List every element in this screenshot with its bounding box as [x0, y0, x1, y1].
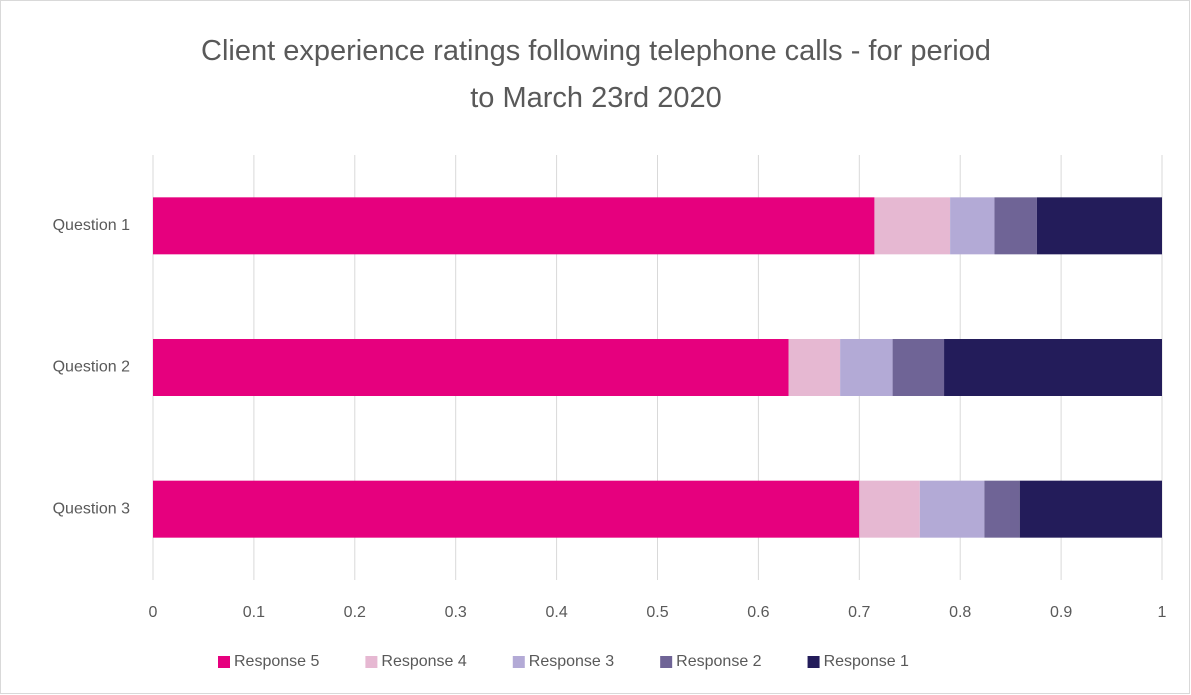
legend-swatch [807, 656, 820, 668]
bar-segment [840, 339, 893, 396]
bar-segment [1019, 480, 1162, 538]
y-tick-label: Question 3 [53, 500, 130, 517]
legend-swatch [660, 656, 673, 668]
legend-swatch [218, 656, 230, 668]
bar-segment [892, 339, 945, 396]
x-tick-label: 0.5 [646, 604, 668, 621]
x-tick-label: 0.4 [545, 604, 567, 621]
x-tick-label: 0.6 [747, 604, 769, 621]
bar-segment [153, 480, 860, 538]
bar-segment [994, 197, 1037, 255]
legend-label: Response 4 [381, 653, 466, 670]
x-tick-label: 0.3 [445, 604, 467, 621]
y-tick-label: Question 1 [53, 217, 130, 234]
x-tick-label: 0.8 [949, 604, 971, 621]
legend-label: Response 1 [824, 653, 909, 670]
legend-label: Response 2 [676, 653, 761, 670]
y-tick-label: Question 2 [53, 359, 130, 376]
bar-segment [950, 197, 995, 255]
x-tick-label: 1 [1158, 604, 1167, 621]
legend-label: Response 3 [529, 653, 614, 670]
legend-label: Response 5 [234, 653, 319, 670]
bar-segment [874, 197, 951, 255]
x-tick-label: 0.9 [1050, 604, 1072, 621]
x-tick-label: 0.7 [848, 604, 870, 621]
legend-swatch [512, 656, 525, 668]
bar-segment [919, 480, 985, 538]
bar-segment [859, 480, 920, 538]
bar-segment [153, 339, 789, 396]
x-tick-label: 0.2 [344, 604, 366, 621]
chart-title: Client experience ratings following tele… [201, 35, 991, 114]
x-tick-label: 0.1 [243, 604, 265, 621]
bar-segment [153, 197, 875, 255]
x-tick-label: 0 [149, 604, 158, 621]
bar-segment [788, 339, 841, 396]
bar-segment [984, 480, 1020, 538]
bar-segment [944, 339, 1162, 396]
bar-segment [1036, 197, 1162, 255]
legend-swatch [365, 656, 378, 668]
